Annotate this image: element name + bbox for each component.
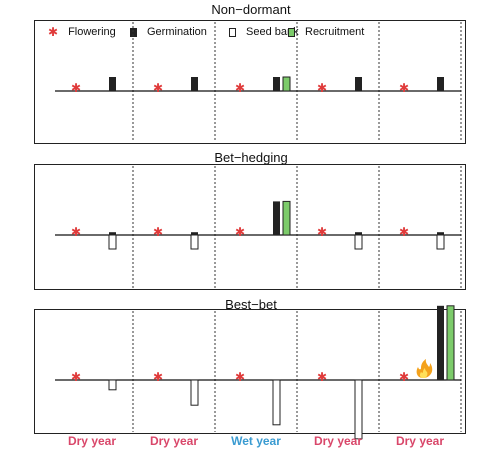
germination-bar [355,232,362,235]
legend-item-seed-bank: Seed bank [229,26,299,38]
year-label: Wet year [231,434,281,448]
panel-best-bet [34,309,466,434]
germination-bar [273,77,280,91]
year-label: Dry year [149,434,199,448]
seedbank-bar [272,379,281,426]
flowering-marker: ✱ [71,370,81,384]
flowering-marker: ✱ [71,81,81,95]
flowering-marker: ✱ [399,225,409,239]
germination-bar [437,232,444,235]
seedbank-bar [108,379,117,391]
germination-bar [437,77,444,91]
flowering-marker: ✱ [235,370,245,384]
panel-bet-hedging [34,164,466,290]
legend-item-flowering: ✱ Flowering [48,26,116,38]
germination-bar [355,77,362,91]
seedbank-bar [190,379,199,406]
legend-label: Seed bank [246,26,299,38]
panel-title-bet-hedging: Bet−hedging [214,150,288,165]
flowering-marker: ✱ [235,81,245,95]
seedbank-bar [354,234,363,250]
year-label: Dry year [313,434,363,448]
recruitment-bar [282,200,291,236]
year-label: Dry year [67,434,117,448]
flowering-marker: ✱ [153,81,163,95]
recruitment-bar [446,305,455,381]
seedbank-bar [354,379,363,440]
legend-label: Recruitment [305,26,365,38]
germination-bar [273,201,280,235]
flowering-marker: ✱ [235,225,245,239]
germination-bar [191,232,198,235]
panel-non-dormant [34,20,466,144]
seedbank-bar [108,234,117,250]
fire-icon [416,359,433,378]
germination-bar [191,77,198,91]
legend-item-recruitment: Recruitment [288,26,364,38]
germination-bar [109,77,116,91]
panel-title-best-bet: Best−bet [225,297,277,312]
hollow-bar-icon [229,27,236,37]
seedbank-bar [190,234,199,250]
flowering-marker: ✱ [153,370,163,384]
year-label: Dry year [395,434,445,448]
flowering-marker: ✱ [317,370,327,384]
flowering-marker: ✱ [153,225,163,239]
germination-bar [437,305,444,380]
seedbank-bar [436,234,445,250]
flowering-marker: ✱ [399,81,409,95]
legend-label: Germination [147,26,207,38]
flowering-marker: ✱ [317,81,327,95]
asterisk-icon: ✱ [48,25,59,39]
legend-label: Flowering [68,26,116,38]
recruitment-bar [282,76,291,92]
germination-bar [109,232,116,235]
panel-title-non-dormant: Non−dormant [211,2,291,17]
flowering-marker: ✱ [399,370,409,384]
flowering-marker: ✱ [317,225,327,239]
green-bar-icon [288,27,295,37]
flowering-marker: ✱ [71,225,81,239]
